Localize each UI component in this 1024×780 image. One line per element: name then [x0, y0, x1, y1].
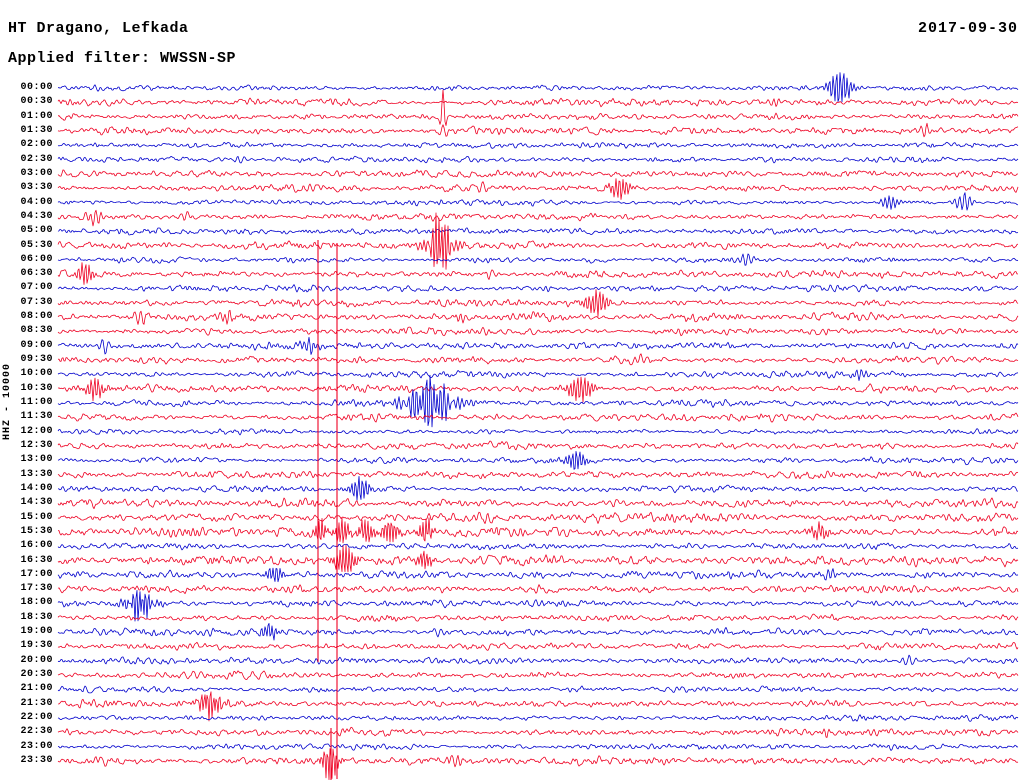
trace-row-13:00 — [57, 450, 1019, 470]
trace-row-20:00 — [57, 654, 1019, 666]
trace-row-13:30 — [57, 470, 1019, 480]
trace-row-03:00 — [57, 169, 1018, 178]
trace-row-11:00 — [57, 374, 1019, 428]
trace-row-08:30 — [57, 326, 1019, 337]
trace-row-15:00 — [57, 511, 1019, 524]
trace-row-00:30 — [57, 97, 1019, 108]
date-label: 2017-09-30 — [917, 20, 1018, 37]
trace-row-17:30 — [57, 584, 1019, 595]
trace-row-03:30 — [57, 178, 1019, 200]
trace-row-22:30 — [57, 726, 1019, 738]
trace-row-21:30 — [57, 691, 1019, 722]
trace-row-02:30 — [57, 155, 1019, 164]
trace-row-16:00 — [57, 542, 1019, 551]
trace-row-07:00 — [57, 284, 1018, 293]
trace-row-16:30 — [57, 544, 1019, 573]
trace-row-09:30 — [57, 353, 1019, 366]
trace-row-08:00 — [57, 309, 1019, 325]
trace-row-10:30 — [57, 376, 1019, 403]
trace-row-09:00 — [57, 336, 1019, 355]
trace-row-22:00 — [57, 714, 1019, 722]
trace-row-21:00 — [57, 685, 1019, 694]
trace-row-19:30 — [57, 641, 1019, 651]
trace-row-06:30 — [57, 262, 1019, 285]
trace-row-18:30 — [57, 613, 1019, 622]
trace-row-23:00 — [57, 743, 1019, 751]
trace-row-04:00 — [57, 192, 1019, 211]
trace-row-06:00 — [57, 253, 1019, 266]
trace-row-18:00 — [57, 590, 1019, 622]
trace-row-19:00 — [57, 623, 1019, 641]
trace-row-20:30 — [57, 670, 1019, 680]
station-title: HT Dragano, Lefkada — [8, 20, 189, 37]
trace-row-15:30 — [57, 517, 1019, 544]
trace-row-17:00 — [57, 567, 1019, 583]
trace-row-04:30 — [57, 209, 1019, 227]
trace-row-05:30 — [57, 212, 1019, 270]
trace-row-11:30 — [57, 412, 1019, 423]
trace-row-12:30 — [57, 440, 1019, 451]
trace-row-01:00 — [57, 89, 1019, 126]
trace-row-02:00 — [57, 141, 1019, 149]
trace-row-01:30 — [57, 122, 1019, 138]
trace-row-23:30 — [57, 748, 1019, 780]
trace-row-14:00 — [57, 475, 1019, 501]
trace-row-14:30 — [57, 497, 1019, 510]
trace-row-05:00 — [57, 227, 1019, 236]
trace-row-00:00 — [57, 72, 1019, 103]
filter-label: Applied filter: WWSSN-SP — [8, 50, 237, 67]
trace-row-10:00 — [57, 369, 1019, 382]
trace-row-12:00 — [57, 428, 1019, 436]
trace-row-07:30 — [57, 289, 1019, 317]
